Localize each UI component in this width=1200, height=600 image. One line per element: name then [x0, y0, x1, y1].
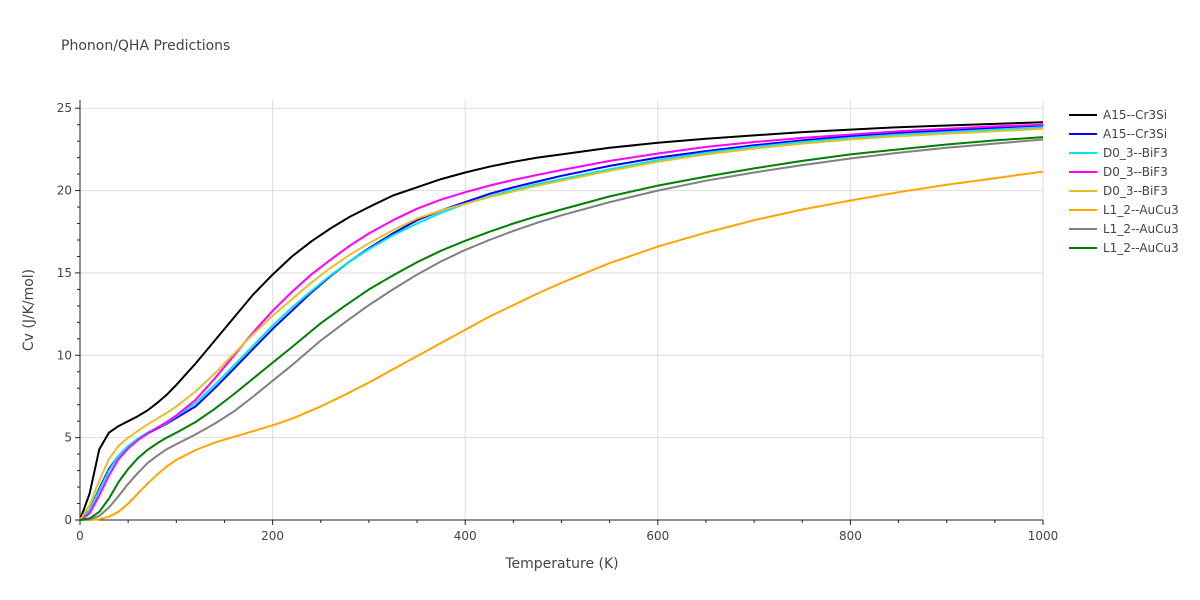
y-tick-label: 10: [57, 348, 72, 362]
legend-item-8[interactable]: L1_2--AuCu3: [1069, 241, 1179, 255]
legend-item-4[interactable]: D0_3--BiF3: [1069, 165, 1168, 179]
y-tick-label: 0: [64, 513, 72, 527]
legend: A15--Cr3Si A15--Cr3Si D0_3--BiF3 D0_3--BiF3…: [1069, 108, 1179, 255]
series-line-5: [79, 127, 1044, 521]
legend-label: D0_3--BiF3: [1103, 165, 1168, 179]
x-tick-label: 400: [454, 529, 477, 543]
tick-labels: 0 200 400 600 800 1000 0 5 10 15 20 25: [57, 101, 1059, 543]
legend-label: L1_2--AuCu3: [1103, 241, 1179, 255]
chart-title: Phonon/QHA Predictions: [61, 38, 230, 54]
series-line-7: [79, 138, 1044, 521]
legend-item-7[interactable]: L1_2--AuCu3: [1069, 222, 1179, 236]
y-tick-label: 20: [57, 184, 72, 198]
series-line-6: [80, 170, 1044, 521]
x-tick-label: 0: [76, 529, 84, 543]
x-tick-label: 600: [646, 529, 669, 543]
series-line-2: [79, 124, 1044, 521]
legend-label: L1_2--AuCu3: [1103, 203, 1179, 217]
y-axis-title: Cv (J/K/mol): [21, 269, 37, 351]
legend-label: A15--Cr3Si: [1103, 127, 1167, 141]
x-tick-label: 800: [839, 529, 862, 543]
x-tick-label: 200: [261, 529, 284, 543]
x-axis-title: Temperature (K): [504, 556, 618, 572]
legend-label: D0_3--BiF3: [1103, 146, 1168, 160]
y-tick-label: 5: [64, 431, 72, 445]
series-line-1: [79, 121, 1044, 521]
series-line-3: [79, 126, 1044, 521]
legend-label: D0_3--BiF3: [1103, 184, 1168, 198]
legend-label: L1_2--AuCu3: [1103, 222, 1179, 236]
y-tick-label: 15: [57, 266, 72, 280]
legend-item-2[interactable]: A15--Cr3Si: [1069, 127, 1167, 141]
series-lines: [79, 121, 1044, 521]
legend-item-6[interactable]: L1_2--AuCu3: [1069, 203, 1179, 217]
grid-lines: [80, 100, 1044, 520]
legend-item-1[interactable]: A15--Cr3Si: [1069, 108, 1167, 122]
legend-item-3[interactable]: D0_3--BiF3: [1069, 146, 1168, 160]
y-tick-label: 25: [57, 101, 72, 115]
legend-label: A15--Cr3Si: [1103, 108, 1167, 122]
axes: [75, 100, 1044, 525]
x-tick-label: 1000: [1028, 529, 1059, 543]
legend-item-5[interactable]: D0_3--BiF3: [1069, 184, 1168, 198]
series-line-8: [79, 136, 1044, 521]
series-line-4: [79, 123, 1044, 521]
